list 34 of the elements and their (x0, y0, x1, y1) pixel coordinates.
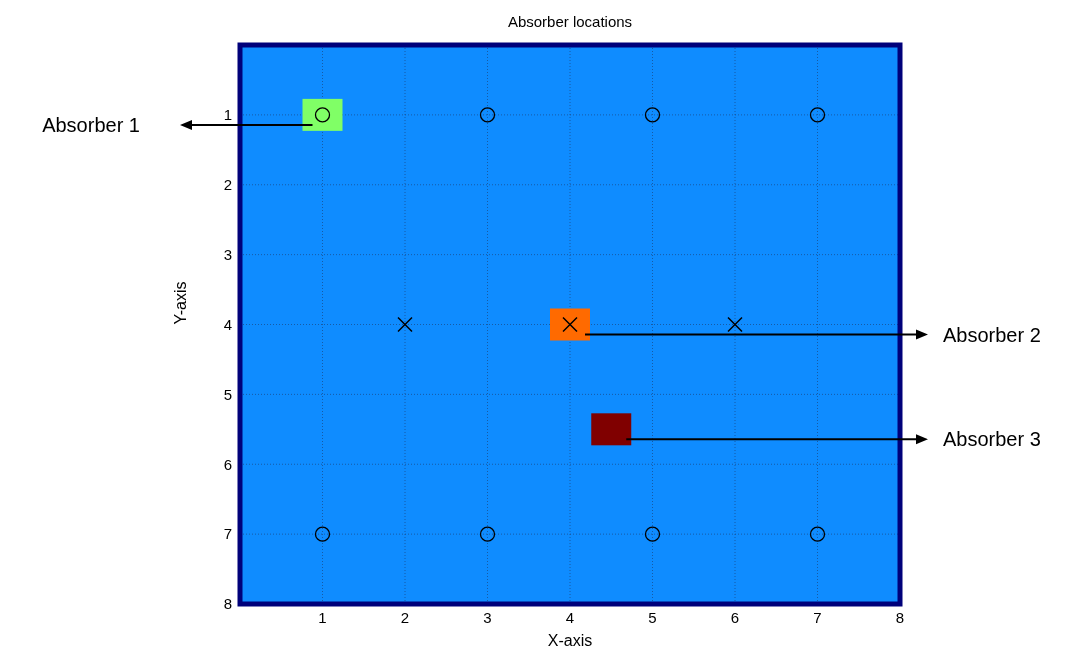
point (479, 107, 496, 123)
x-tick-label: 2 (400, 608, 410, 626)
text: Absorber 2 (943, 323, 1041, 346)
x-tick-label: 8 (895, 608, 905, 626)
y-tick-label: 8 (223, 595, 232, 613)
x-tick-label: 3 (483, 608, 492, 626)
y-tick-label: 1 (223, 106, 232, 124)
y-tick-label: 4 (223, 315, 232, 333)
y-tick-label: 5 (223, 385, 232, 403)
point (479, 526, 496, 542)
x-axis-title: X-axis (547, 632, 593, 649)
x-tick-label: 5 (648, 608, 657, 626)
y-axis-title: Y-axis (171, 281, 189, 325)
point (727, 316, 743, 333)
text: Absorber 1 (42, 113, 140, 136)
point (302, 98, 343, 131)
point (644, 107, 661, 123)
point (644, 526, 661, 542)
chart-title: Absorber locations (507, 13, 633, 30)
x-tick-label: 6 (730, 608, 740, 626)
point (550, 308, 590, 341)
point (314, 526, 331, 542)
y-tick-label: 6 (223, 455, 232, 473)
y-tick-label: 3 (223, 245, 232, 263)
text: Absorber 3 (943, 428, 1041, 451)
point (397, 316, 413, 333)
point (809, 526, 826, 542)
x-tick-label: 7 (813, 608, 822, 626)
y-tick-label: 7 (223, 525, 232, 543)
x-tick-label: 4 (565, 608, 575, 626)
point (809, 107, 826, 123)
point (591, 413, 632, 446)
y-tick-label: 2 (223, 176, 232, 194)
x-tick-label: 1 (318, 608, 327, 626)
